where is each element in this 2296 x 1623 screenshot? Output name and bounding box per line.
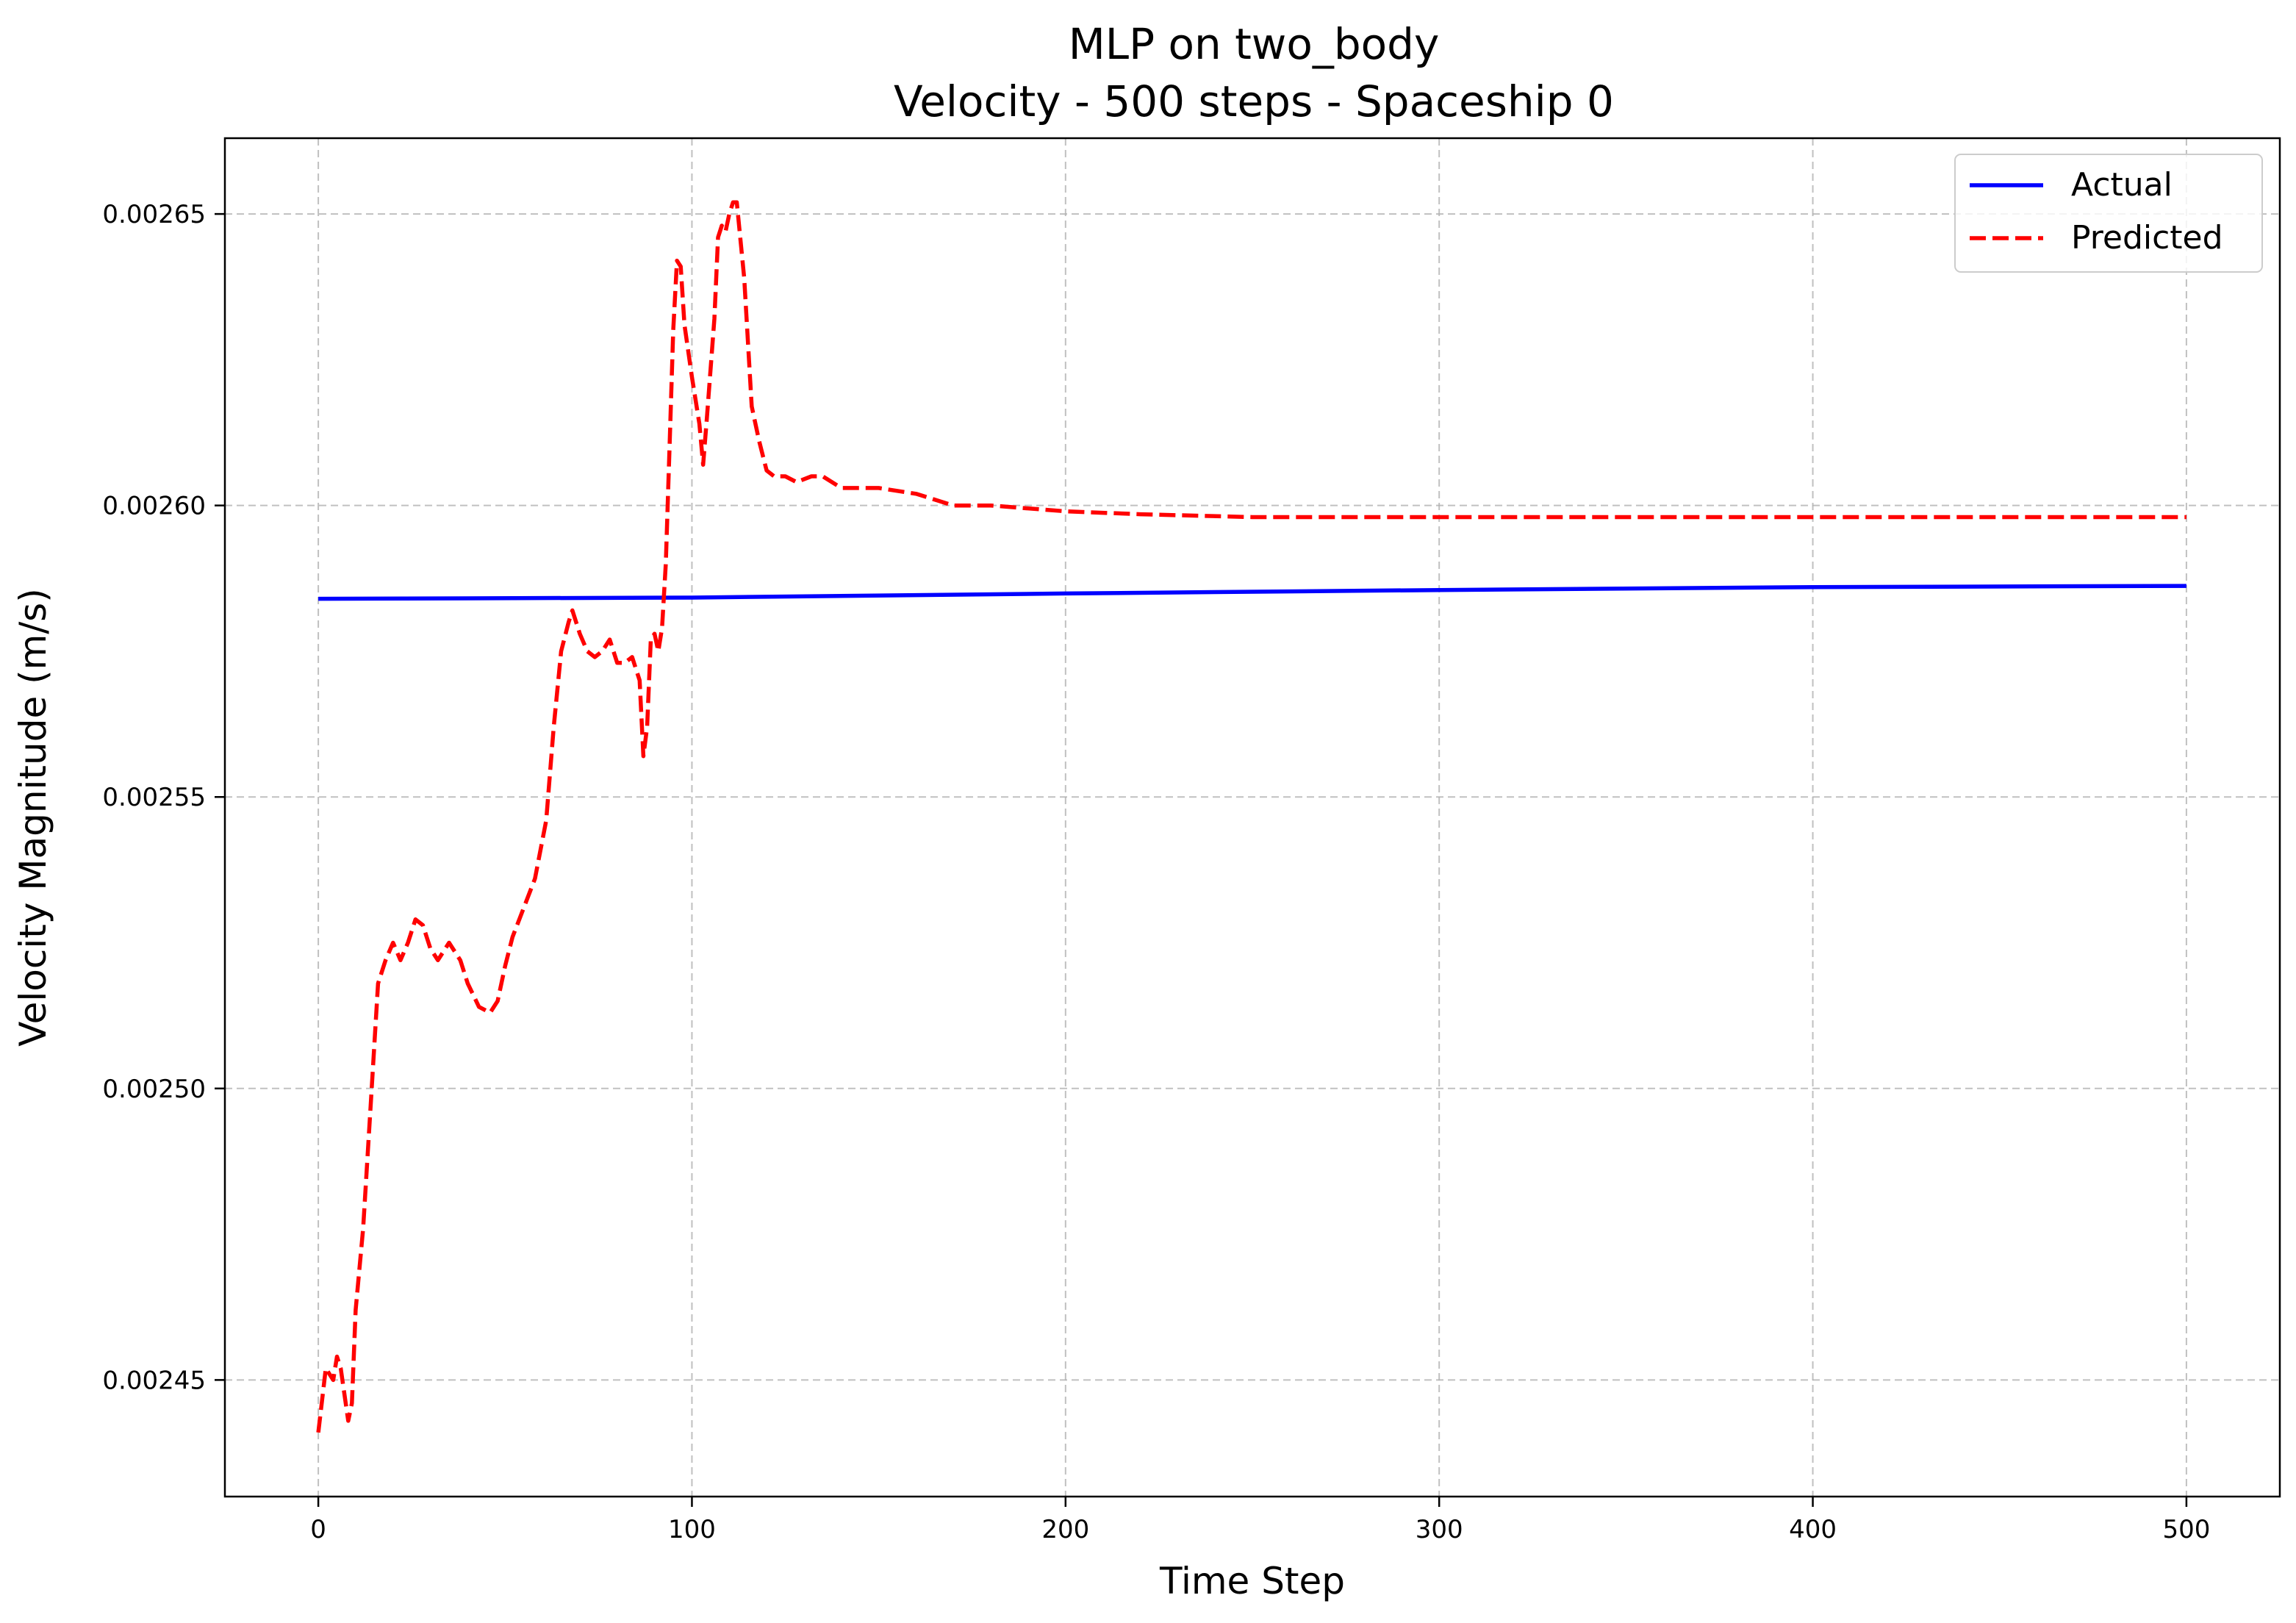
x-tick-label: 400: [1789, 1515, 1837, 1544]
series-line-actual: [318, 584, 2186, 601]
grid: [225, 138, 2280, 1497]
x-tick-label: 200: [1041, 1515, 1089, 1544]
y-axis-label: Velocity Magnitude (m/s): [12, 588, 54, 1046]
chart-title: MLP on two_body: [1069, 19, 1440, 69]
legend-label-actual: Actual: [2071, 166, 2173, 204]
y-tick-label: 0.00250: [102, 1075, 206, 1104]
chart-subtitle: Velocity - 500 steps - Spaceship 0: [894, 76, 1614, 126]
series-layer: [316, 200, 2186, 1433]
x-tick-label: 500: [2162, 1515, 2210, 1544]
y-tick-label: 0.00255: [102, 783, 206, 812]
x-tick-label: 100: [668, 1515, 716, 1544]
y-tick-label: 0.00260: [102, 492, 206, 521]
y-tick-label: 0.00245: [102, 1366, 206, 1395]
x-axis-label: Time Step: [1159, 1560, 1345, 1602]
x-ticks: 0 100 200 300 400 500: [310, 1497, 2210, 1544]
y-tick-label: 0.00265: [102, 200, 206, 229]
series-line-predicted: [316, 200, 2186, 1433]
plot-frame: [223, 137, 2281, 1498]
legend: Actual Predicted: [1954, 154, 2263, 273]
x-tick-label: 0: [310, 1515, 326, 1544]
legend-label-predicted: Predicted: [2071, 219, 2223, 257]
y-ticks: 0.00245 0.00250 0.00255 0.00260 0.00265: [102, 200, 225, 1395]
x-tick-label: 300: [1416, 1515, 1463, 1544]
